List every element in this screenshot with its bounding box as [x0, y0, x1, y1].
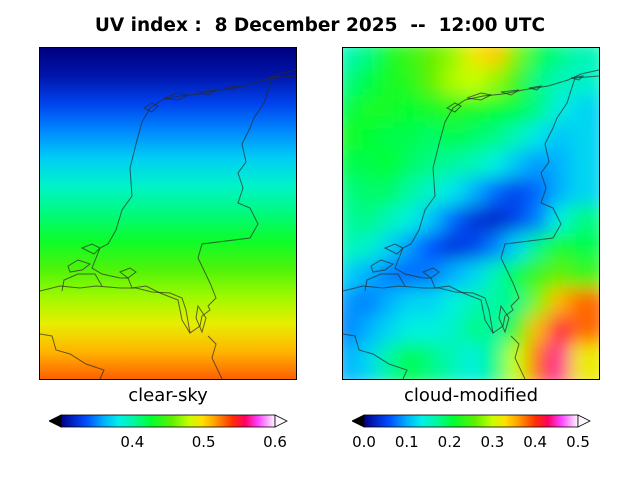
clear-sky-field [40, 48, 296, 379]
colorbar-max-extend [577, 414, 591, 428]
colorbar-tick-label: 0.5 [191, 433, 216, 451]
figure-title: UV index : 8 December 2025 -- 12:00 UTC [94, 15, 546, 36]
colorbar-tick-label: 0.5 [566, 433, 590, 451]
colorbar-tick-label: 0.2 [437, 433, 462, 451]
colorbar-tick-label: 0.4 [523, 433, 548, 451]
clear-sky-colorbar [49, 414, 288, 428]
colorbar-gradient [363, 414, 579, 428]
clear-sky-panel [39, 47, 297, 380]
clear-sky-label: clear-sky [128, 385, 208, 406]
map-outline [343, 69, 599, 379]
colorbar-min-extend [352, 414, 365, 428]
colorbar-tick-label: 0.1 [394, 433, 419, 451]
colorbar-min-extend [49, 414, 62, 428]
field-cell [569, 343, 599, 379]
colorbar-tick-label: 0.4 [120, 433, 145, 451]
cloud-modified-panel [342, 47, 600, 380]
cloud-modified-label: cloud-modified [403, 385, 539, 406]
colorbar-tick-label: 0.6 [263, 433, 287, 451]
colorbar-tick-label: 0.0 [352, 433, 376, 451]
cloud-modified-colorbar [352, 414, 591, 428]
colorbar-max-extend [274, 414, 288, 428]
colorbar-gradient [60, 414, 276, 428]
colorbar-tick-label: 0.3 [480, 433, 505, 451]
map-outline [40, 69, 296, 379]
